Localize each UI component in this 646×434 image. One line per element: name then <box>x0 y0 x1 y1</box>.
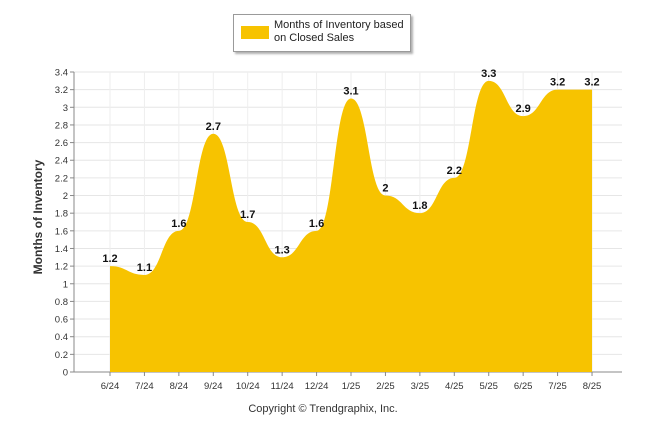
data-label: 3.3 <box>481 68 496 80</box>
y-tick-label: 2 <box>63 191 68 202</box>
y-tick-label: 1.6 <box>55 226 68 237</box>
copyright-text: Copyright © Trendgraphix, Inc. <box>248 403 398 415</box>
x-tick-label: 3/25 <box>411 381 430 392</box>
x-tick-label: 5/25 <box>479 381 498 392</box>
data-label: 1.1 <box>137 262 152 274</box>
y-tick-label: 0 <box>63 368 68 379</box>
legend-swatch <box>241 26 269 39</box>
y-axis-title: Months of Inventory <box>31 159 45 275</box>
x-tick-label: 6/25 <box>514 381 533 392</box>
y-tick-label: 2.4 <box>55 156 68 167</box>
y-tick-label: 0.8 <box>55 297 68 308</box>
x-axis-ticks: 6/24 7/24 8/24 9/24 10/24 11/24 12/24 1/25 2/25 3… <box>101 372 602 392</box>
x-tick-label: 7/25 <box>548 381 567 392</box>
data-label: 3.2 <box>550 77 565 89</box>
x-tick-label: 10/24 <box>236 381 260 392</box>
y-axis-ticks: 0 0.2 0.4 0.6 0.8 1 1.2 1.4 1.6 1.8 2 2.2 2.4 2.6 2.8 3… <box>55 68 74 379</box>
data-label: 3.2 <box>584 77 599 89</box>
data-label: 1.7 <box>240 209 255 221</box>
data-label: 3.1 <box>343 85 358 97</box>
y-tick-label: 0.2 <box>55 350 68 361</box>
y-tick-label: 0.6 <box>55 315 68 326</box>
data-label: 2 <box>382 183 388 195</box>
y-tick-label: 1.8 <box>55 209 68 220</box>
data-label: 2.2 <box>447 165 462 177</box>
y-tick-label: 0.4 <box>55 332 68 343</box>
y-tick-label: 3.4 <box>55 68 68 79</box>
x-tick-label: 9/24 <box>204 381 223 392</box>
y-tick-label: 3.2 <box>55 85 68 96</box>
data-label: 2.7 <box>206 121 221 133</box>
y-tick-label: 1.4 <box>55 244 68 255</box>
data-labels: 1.2 1.1 1.6 2.7 1.7 1.3 1.6 3.1 2 1.8 2.2 3.3 2.9 3.2… <box>102 68 599 274</box>
x-tick-label: 2/25 <box>376 381 395 392</box>
x-tick-label: 1/25 <box>342 381 361 392</box>
data-label: 2.9 <box>516 103 531 115</box>
data-label: 1.6 <box>309 218 324 230</box>
y-tick-label: 2.6 <box>55 138 68 149</box>
chart-legend: Months of Inventory based on Closed Sale… <box>233 14 411 52</box>
y-tick-label: 2.8 <box>55 120 68 131</box>
x-tick-label: 4/25 <box>445 381 464 392</box>
legend-label: Months of Inventory based on Closed Sale… <box>274 19 404 44</box>
data-label: 1.6 <box>171 218 186 230</box>
y-tick-label: 1 <box>63 279 68 290</box>
y-tick-label: 1.2 <box>55 262 68 273</box>
area-fill <box>110 80 593 372</box>
y-tick-label: 2.2 <box>55 173 68 184</box>
x-tick-label: 8/24 <box>170 381 189 392</box>
x-tick-label: 12/24 <box>305 381 329 392</box>
x-tick-label: 11/24 <box>271 381 294 392</box>
x-tick-label: 8/25 <box>583 381 602 392</box>
x-tick-label: 7/24 <box>135 381 154 392</box>
x-tick-label: 6/24 <box>101 381 120 392</box>
data-label: 1.2 <box>102 253 117 265</box>
data-label: 1.8 <box>412 200 427 212</box>
area-series <box>110 80 593 372</box>
data-label: 1.3 <box>275 244 290 256</box>
y-tick-label: 3 <box>63 103 68 114</box>
